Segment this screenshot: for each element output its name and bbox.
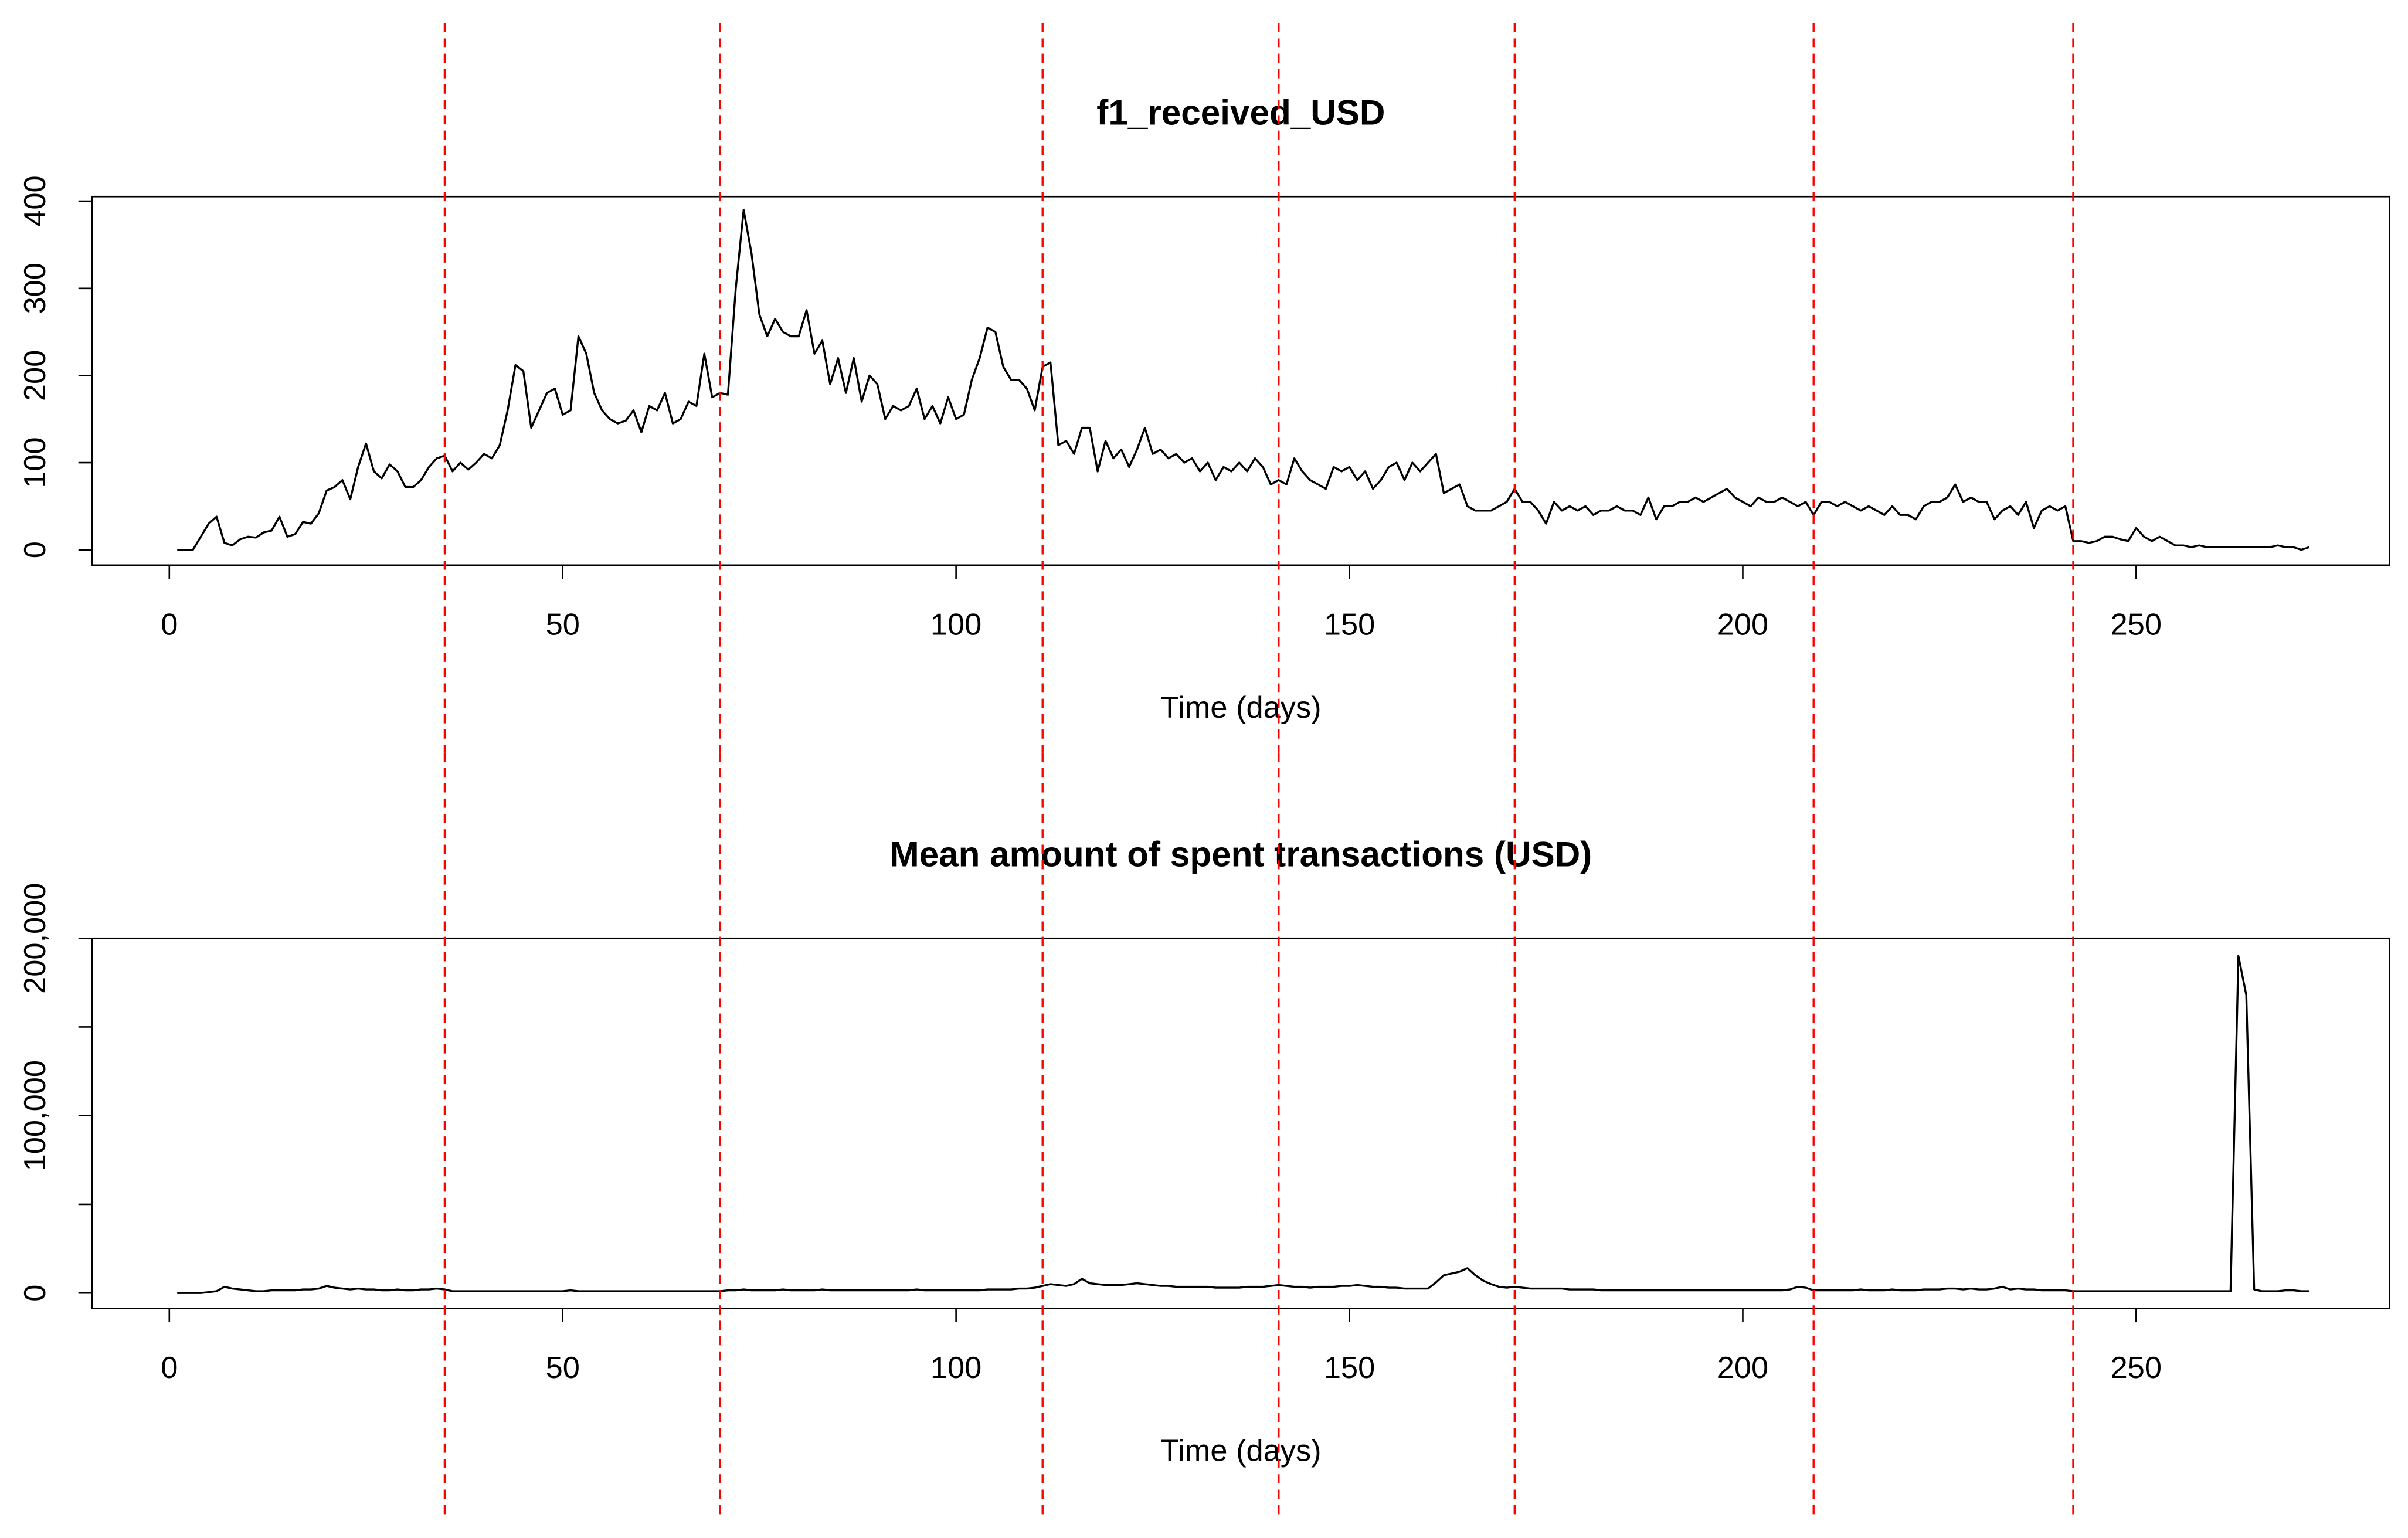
x-axis-label: Time (days) bbox=[1160, 1434, 1322, 1468]
x-tick-label: 200 bbox=[1717, 607, 1768, 641]
x-tick-label: 50 bbox=[546, 607, 580, 641]
x-tick-label: 250 bbox=[2111, 607, 2162, 641]
y-tick-label: 300 bbox=[18, 263, 52, 314]
y-tick-label: 0 bbox=[18, 541, 52, 558]
x-tick-label: 0 bbox=[161, 1351, 178, 1385]
data-line bbox=[177, 955, 2309, 1294]
plot-frame bbox=[91, 937, 2390, 1309]
y-tick-label: 100 bbox=[18, 437, 52, 488]
y-tick-label: 400 bbox=[18, 175, 52, 226]
x-axis-label: Time (days) bbox=[1160, 691, 1322, 725]
data-line bbox=[177, 209, 2310, 551]
x-tick-label: 100 bbox=[930, 607, 981, 641]
chart-title: f1_received_USD bbox=[1096, 92, 1385, 132]
y-tick-label: 200 bbox=[18, 350, 52, 401]
x-tick-label: 100 bbox=[930, 1351, 981, 1385]
x-tick-label: 50 bbox=[546, 1351, 580, 1385]
x-tick-label: 0 bbox=[161, 607, 178, 641]
y-tick-label: 0 bbox=[18, 1285, 52, 1302]
x-tick-label: 250 bbox=[2111, 1351, 2162, 1385]
x-tick-label: 150 bbox=[1324, 1351, 1375, 1385]
x-tick-label: 200 bbox=[1717, 1351, 1768, 1385]
y-tick-label: 100,000 bbox=[18, 1060, 52, 1171]
chart-title: Mean amount of spent transactions (USD) bbox=[889, 834, 1592, 874]
x-tick-label: 150 bbox=[1324, 607, 1375, 641]
y-tick-label: 200,000 bbox=[18, 883, 52, 994]
